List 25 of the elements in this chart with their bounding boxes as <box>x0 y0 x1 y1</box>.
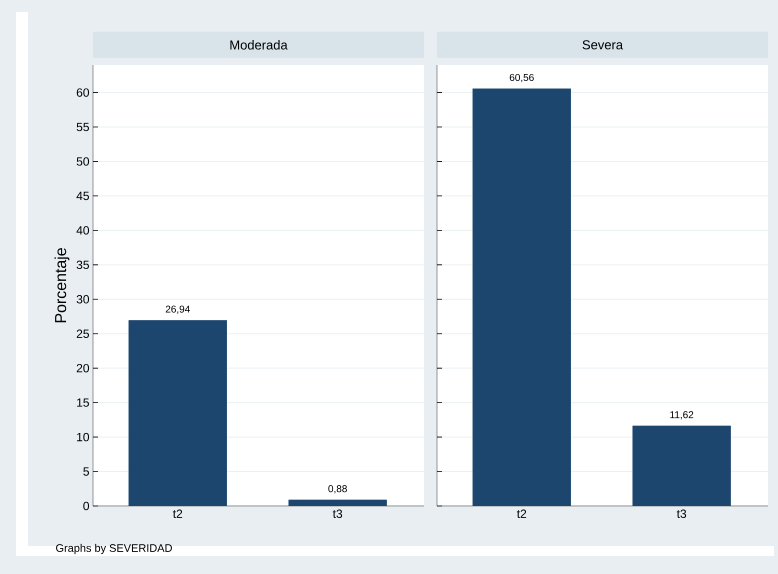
chart-title: Severa <box>582 40 624 50</box>
y-tick-label: 10 <box>77 432 90 442</box>
x-tick-label: t2 <box>172 510 182 518</box>
y-tick-label: 55 <box>76 122 89 132</box>
x-tick-label: t3 <box>676 510 686 518</box>
chart-title: Moderada <box>230 40 288 50</box>
y-tick-label: 25 <box>76 329 89 338</box>
x-tick-label: t2 <box>516 510 526 518</box>
data-label: 0,88 <box>328 485 347 494</box>
y-tick-label: 5 <box>83 467 89 476</box>
y-tick-label: 15 <box>77 398 89 407</box>
x-tick-label: t3 <box>332 510 342 518</box>
text: Graphs by SEVERIDAD <box>56 544 172 554</box>
data-label: 26,94 <box>166 306 190 314</box>
y-tick-label: 30 <box>76 295 90 304</box>
y-tick-label: 35 <box>76 260 89 270</box>
y-tick-label: 45 <box>76 192 89 200</box>
y-tick-label: 50 <box>76 157 90 166</box>
y-tick-label: 60 <box>76 88 90 97</box>
data-label: 11,62 <box>670 411 694 420</box>
y-axis-title: Porcentaje <box>54 248 70 322</box>
y-tick-label: 20 <box>76 364 90 372</box>
y-tick-label: 40 <box>76 226 90 235</box>
data-label: 60,56 <box>510 74 534 82</box>
y-tick-label: 0 <box>83 502 90 510</box>
